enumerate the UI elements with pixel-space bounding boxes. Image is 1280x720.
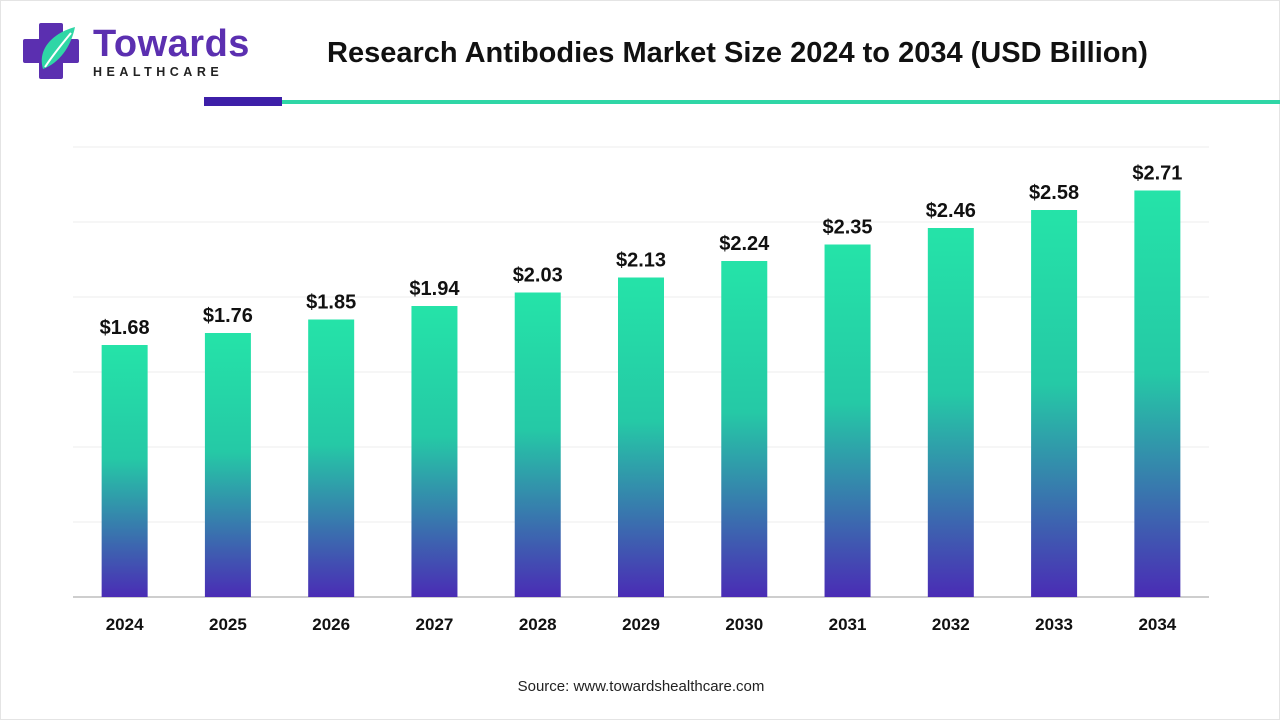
medical-cross-icon (23, 23, 79, 79)
x-tick-2029: 2029 (622, 615, 660, 634)
bar-2028 (514, 292, 561, 597)
value-label-2028: $2.03 (513, 265, 563, 287)
bar-2032 (927, 228, 974, 597)
bar-2029 (618, 277, 664, 597)
x-tick-2026: 2026 (312, 615, 350, 634)
chart-title: Research Antibodies Market Size 2024 to … (327, 37, 1148, 69)
source-note: Source: www.towardshealthcare.com (517, 678, 765, 695)
bar-2031 (824, 244, 871, 597)
x-tick-2031: 2031 (829, 615, 867, 634)
x-tick-2027: 2027 (416, 615, 454, 634)
brand-name: Towards (93, 23, 250, 65)
value-label-2034: $2.71 (1132, 163, 1182, 185)
bar-2034 (1134, 190, 1181, 597)
value-label-2031: $2.35 (823, 217, 873, 239)
bars (101, 190, 1181, 597)
title-underline-dark (204, 97, 282, 106)
value-label-2033: $2.58 (1029, 182, 1079, 204)
bar-2027 (411, 306, 458, 597)
value-label-2026: $1.85 (306, 292, 356, 314)
bar-2033 (1031, 210, 1078, 597)
value-label-2024: $1.68 (100, 317, 150, 339)
x-tick-2024: 2024 (106, 615, 144, 634)
value-labels: $1.68 $1.76 $1.85 $1.94 $2.03 $2.13 $2.24 $2.35… (100, 163, 1183, 340)
x-tick-2034: 2034 (1138, 615, 1176, 634)
title-underline-teal (282, 100, 1280, 104)
brand-tagline: HEALTHCARE (93, 65, 224, 79)
value-label-2029: $2.13 (616, 250, 666, 272)
value-label-2027: $1.94 (409, 278, 460, 300)
bar-2025 (204, 333, 251, 597)
x-tick-2030: 2030 (725, 615, 763, 634)
x-tick-2028: 2028 (519, 615, 557, 634)
x-tick-2033: 2033 (1035, 615, 1073, 634)
x-tick-2025: 2025 (209, 615, 247, 634)
value-label-2030: $2.24 (719, 233, 770, 255)
x-tick-2032: 2032 (932, 615, 970, 634)
bar-2026 (308, 319, 355, 597)
bar-2030 (721, 261, 768, 597)
bar-chart: $1.68 $1.76 $1.85 $1.94 $2.03 $2.13 $2.24 $2.35… (73, 146, 1209, 634)
value-label-2032: $2.46 (926, 200, 976, 222)
towards-healthcare-logo: Towards HEALTHCARE (19, 19, 249, 83)
value-label-2025: $1.76 (203, 305, 253, 327)
x-tick-labels: 2024 2025 2026 2027 2028 2029 2030 2031 2032 2033… (106, 615, 1177, 634)
bar-2024 (101, 345, 148, 597)
